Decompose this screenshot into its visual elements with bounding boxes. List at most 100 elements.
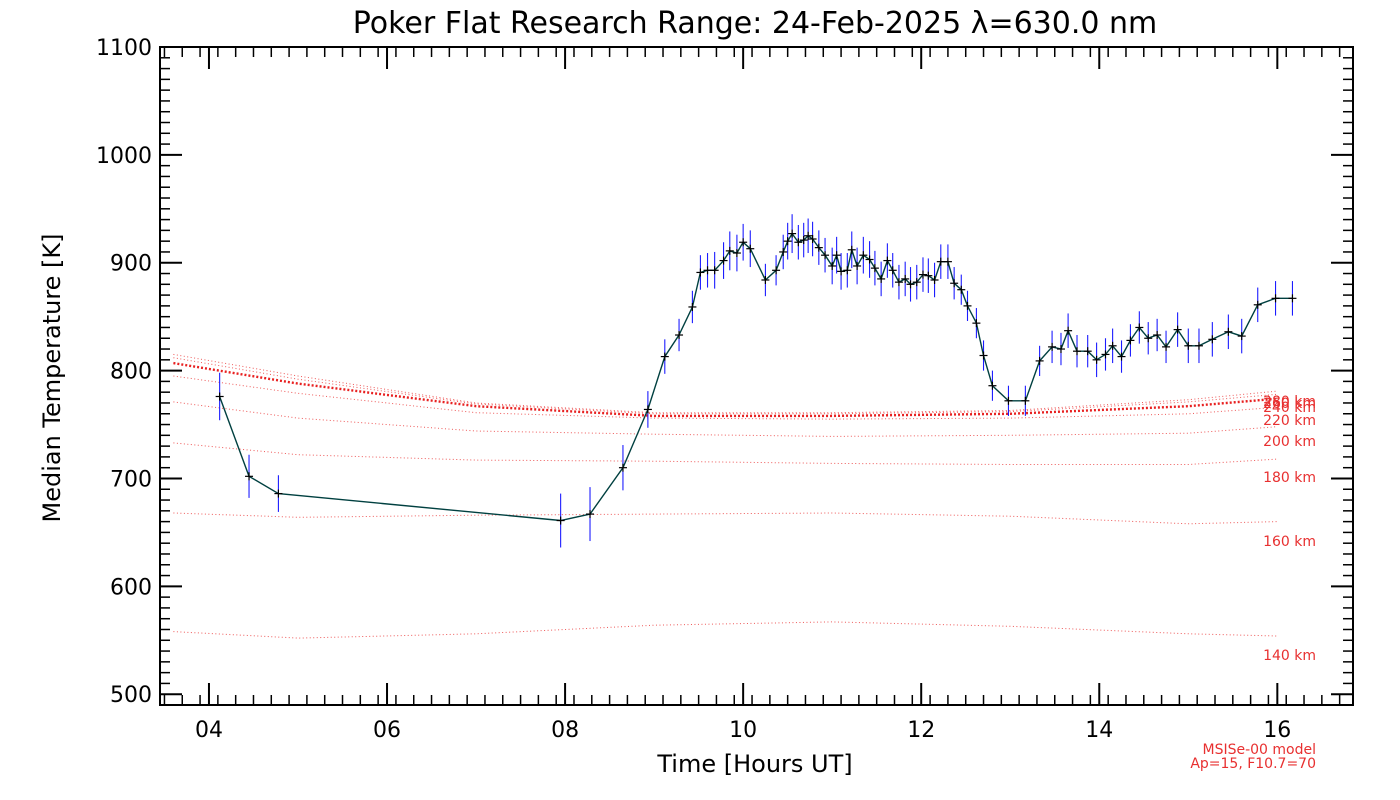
data-point (1126, 336, 1135, 345)
data-point (950, 279, 959, 288)
temperature-line (218, 232, 1293, 522)
data-point (1048, 342, 1057, 351)
data-point (828, 261, 837, 270)
data-point (739, 238, 748, 247)
data-point (761, 275, 770, 284)
data-point (943, 257, 952, 266)
data-point (870, 264, 879, 273)
y-axis-label: Median Temperature [K] (38, 233, 66, 522)
data-point (918, 270, 927, 279)
data-point (1153, 331, 1162, 340)
model-line-160-km (173, 512, 1278, 525)
y-tick-label: 600 (110, 575, 152, 600)
data-point (1144, 334, 1153, 343)
data-point (988, 381, 997, 390)
data-point (888, 266, 897, 275)
x-tick-label: 04 (195, 718, 223, 743)
data-point (1162, 342, 1171, 351)
data-point (877, 274, 886, 283)
model-note-line-2: Ap=15, F10.7=70 (1190, 756, 1316, 772)
data-point (1092, 355, 1101, 364)
data-point (1194, 341, 1203, 350)
data-point (688, 302, 697, 311)
data-point (1237, 332, 1246, 341)
data-point (1117, 352, 1126, 361)
measurement-series (215, 214, 1297, 548)
model-line-200-km (173, 401, 1278, 437)
data-point (799, 236, 808, 245)
data-point (957, 285, 966, 294)
model-line-140-km (173, 621, 1278, 639)
model-label-240-km: 240 km (1263, 400, 1316, 416)
data-point (746, 244, 755, 253)
data-point (556, 516, 565, 525)
data-point (804, 231, 813, 240)
model-line-240-km (173, 361, 1278, 418)
y-tick-label: 800 (110, 360, 152, 385)
data-point (837, 267, 846, 276)
data-point (586, 510, 595, 519)
data-point (696, 268, 705, 277)
data-point (930, 275, 939, 284)
data-point (1021, 396, 1030, 405)
model-note-line-1: MSISe-00 model (1202, 742, 1316, 758)
data-point (936, 257, 945, 266)
data-point (883, 256, 892, 265)
data-point (618, 463, 627, 472)
data-point (1208, 335, 1217, 344)
data-point (215, 392, 224, 401)
data-point (1064, 326, 1073, 335)
data-point (788, 229, 797, 238)
data-point (853, 261, 862, 270)
data-point (847, 245, 856, 254)
x-tick-label: 10 (729, 718, 757, 743)
data-point (660, 352, 669, 361)
data-point (821, 251, 830, 260)
model-label-260-km: 260 km (1263, 396, 1316, 412)
y-tick-label: 1100 (96, 36, 152, 61)
data-point (643, 405, 652, 414)
data-point (794, 238, 803, 247)
data-point (732, 249, 741, 258)
x-tick-label: 12 (907, 718, 935, 743)
y-tick-label: 500 (110, 683, 152, 708)
data-point (1224, 327, 1233, 336)
x-tick-label: 16 (1263, 718, 1291, 743)
data-point (783, 237, 792, 246)
model-label-140-km: 140 km (1263, 648, 1316, 664)
data-point (1073, 347, 1082, 356)
data-point (1173, 325, 1182, 334)
model-line-280-km (173, 353, 1278, 414)
data-point (1083, 347, 1092, 356)
data-point (972, 319, 981, 328)
data-point (779, 247, 788, 256)
data-point (703, 266, 712, 275)
data-point (772, 266, 781, 275)
data-point (274, 489, 283, 498)
model-label-280-km: 280 km (1263, 394, 1316, 410)
data-point (245, 472, 254, 481)
data-point (1035, 356, 1044, 365)
data-point (832, 251, 841, 260)
x-tick-label: 08 (551, 718, 579, 743)
model-line-260-km (173, 357, 1278, 415)
data-point (808, 235, 817, 244)
data-point (1056, 345, 1065, 354)
plot-axes: 500 600 700 800 900 1000 1100 04 06 08 10 12 14 16 (96, 36, 1354, 743)
x-axis-label: Time [Hours UT] (656, 750, 852, 778)
x-tick-label: 06 (373, 718, 401, 743)
model-label-180-km: 180 km (1263, 470, 1316, 486)
data-point (1288, 294, 1297, 303)
chart-title: Poker Flat Research Range: 24-Feb-2025 λ… (353, 6, 1158, 41)
model-line-180-km (173, 442, 1278, 465)
data-point (1271, 294, 1280, 303)
x-tick-label: 14 (1085, 718, 1113, 743)
data-point (906, 280, 915, 289)
data-point (901, 274, 910, 283)
data-point (725, 246, 734, 255)
data-point (843, 266, 852, 275)
data-point (1108, 341, 1117, 350)
data-point (979, 351, 988, 360)
